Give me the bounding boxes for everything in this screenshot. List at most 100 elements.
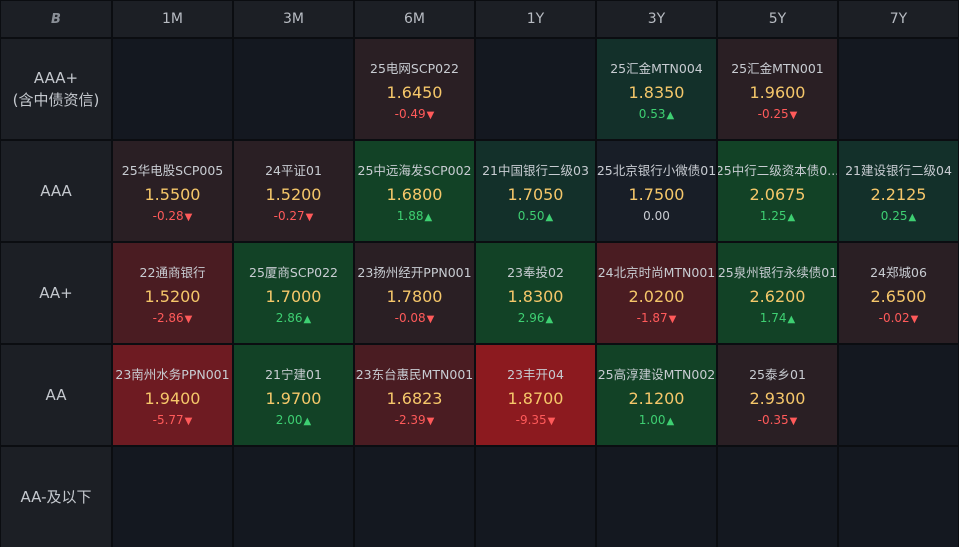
bond-cell[interactable]: 23南州水务PPN001 1.9400 -5.77▼ [113, 345, 232, 445]
bond-name: 25汇金MTN004 [610, 60, 703, 76]
bond-cell[interactable]: 21宁建01 1.9700 2.00▲ [234, 345, 353, 445]
bond-cell[interactable]: 25泉州银行永续债01 2.6200 1.74▲ [718, 243, 837, 343]
arrow-down-icon: ▼ [789, 415, 798, 427]
bond-name: 23奉投02 [507, 264, 564, 280]
arrow-down-icon: ▼ [184, 211, 193, 223]
yield-change-value: 2.00 [275, 412, 303, 427]
arrow-down-icon: ▼ [426, 109, 435, 121]
empty-cell [113, 447, 232, 547]
bond-cell[interactable]: 25北京银行小微债01 1.7500 0.00 [597, 141, 716, 241]
arrow-down-icon: ▼ [547, 415, 556, 427]
yield-change: 2.96▲ [518, 311, 553, 325]
yield-change: -5.77▼ [153, 413, 193, 427]
yield-change: -0.28▼ [153, 209, 193, 223]
column-header-1m[interactable]: 1M [113, 1, 232, 37]
yield-change-value: -2.86 [152, 310, 184, 325]
yield-change-value: 0.53 [638, 106, 666, 121]
yield-change: -0.08▼ [395, 311, 435, 325]
bond-yield: 1.7050 [507, 184, 564, 204]
yield-change-value: -2.39 [394, 412, 426, 427]
arrow-down-icon: ▼ [426, 415, 435, 427]
column-header-1y[interactable]: 1Y [476, 1, 595, 37]
bond-cell[interactable]: 25中行二级资本债0... 2.0675 1.25▲ [718, 141, 837, 241]
bond-name: 23丰开04 [507, 366, 564, 382]
row-label-line: AA+ [39, 284, 73, 302]
column-header-3y[interactable]: 3Y [597, 1, 716, 37]
bond-name: 25高淳建设MTN002 [597, 366, 716, 382]
yield-change: 1.88▲ [397, 209, 432, 223]
row-label: AAA [1, 141, 111, 241]
column-header-3m[interactable]: 3M [234, 1, 353, 37]
yield-change: -0.27▼ [274, 209, 314, 223]
bond-yield: 2.6200 [749, 286, 806, 306]
bond-name: 25厦商SCP022 [249, 264, 338, 280]
yield-change-value: -0.08 [394, 310, 426, 325]
empty-cell [839, 345, 958, 445]
arrow-up-icon: ▲ [545, 313, 554, 325]
bond-name: 21建设银行二级04 [845, 162, 952, 178]
arrow-up-icon: ▲ [787, 313, 796, 325]
bond-yield: 1.6823 [386, 388, 443, 408]
empty-cell [113, 39, 232, 139]
yield-change-value: -1.87 [636, 310, 668, 325]
bond-cell[interactable]: 25汇金MTN001 1.9600 -0.25▼ [718, 39, 837, 139]
bond-cell[interactable]: 21建设银行二级04 2.2125 0.25▲ [839, 141, 958, 241]
yield-change-value: -0.02 [878, 310, 910, 325]
yield-change: 1.25▲ [760, 209, 795, 223]
yield-change-value: -0.27 [273, 208, 305, 223]
yield-change-value: 0.00 [643, 208, 670, 223]
bond-name: 25华电股SCP005 [121, 162, 224, 178]
arrow-up-icon: ▲ [424, 211, 433, 223]
bond-yield: 1.8350 [628, 82, 685, 102]
bond-name: 25泰乡01 [749, 366, 806, 382]
bond-cell[interactable]: 23奉投02 1.8300 2.96▲ [476, 243, 595, 343]
bond-cell[interactable]: 21中国银行二级03 1.7050 0.50▲ [476, 141, 595, 241]
bond-name: 25中远海发SCP002 [357, 162, 472, 178]
bond-cell[interactable]: 25厦商SCP022 1.7000 2.86▲ [234, 243, 353, 343]
yield-change-value: -0.28 [152, 208, 184, 223]
bond-cell[interactable]: 25汇金MTN004 1.8350 0.53▲ [597, 39, 716, 139]
bond-cell[interactable]: 25中远海发SCP002 1.6800 1.88▲ [355, 141, 474, 241]
yield-change: 0.50▲ [518, 209, 553, 223]
yield-change-value: -0.49 [394, 106, 426, 121]
bond-cell[interactable]: 25电网SCP022 1.6450 -0.49▼ [355, 39, 474, 139]
arrow-up-icon: ▲ [303, 415, 312, 427]
row-label-line: AAA+ [33, 69, 79, 87]
logo-icon: B [51, 11, 61, 27]
yield-change: -2.39▼ [395, 413, 435, 427]
bond-cell[interactable]: 24郑城06 2.6500 -0.02▼ [839, 243, 958, 343]
row-label-line: AA-及以下 [20, 488, 92, 506]
bond-cell[interactable]: 25华电股SCP005 1.5500 -0.28▼ [113, 141, 232, 241]
yield-change: 2.86▲ [276, 311, 311, 325]
empty-cell [839, 447, 958, 547]
empty-cell [597, 447, 716, 547]
column-header-6m[interactable]: 6M [355, 1, 474, 37]
bond-yield: 1.5500 [144, 184, 201, 204]
arrow-down-icon: ▼ [184, 415, 193, 427]
row-label: AAA+ (含中债资信) [1, 39, 111, 139]
column-header-7y[interactable]: 7Y [839, 1, 958, 37]
bond-name: 24平证01 [265, 162, 322, 178]
bond-cell[interactable]: 23丰开04 1.8700 -9.35▼ [476, 345, 595, 445]
bond-name: 22通商银行 [139, 264, 206, 280]
bond-name: 25北京银行小微债01 [597, 162, 716, 178]
arrow-down-icon: ▼ [668, 313, 677, 325]
arrow-down-icon: ▼ [184, 313, 193, 325]
arrow-up-icon: ▲ [787, 211, 796, 223]
row-label: AA+ [1, 243, 111, 343]
column-header-5y[interactable]: 5Y [718, 1, 837, 37]
bond-cell[interactable]: 25泰乡01 2.9300 -0.35▼ [718, 345, 837, 445]
bond-cell[interactable]: 24平证01 1.5200 -0.27▼ [234, 141, 353, 241]
yield-change: 1.00▲ [639, 413, 674, 427]
yield-change: -0.25▼ [758, 107, 798, 121]
arrow-up-icon: ▲ [908, 211, 917, 223]
bond-cell[interactable]: 23东台惠民MTN001 1.6823 -2.39▼ [355, 345, 474, 445]
yield-change-value: 1.00 [638, 412, 666, 427]
bond-cell[interactable]: 24北京时尚MTN001 2.0200 -1.87▼ [597, 243, 716, 343]
bond-cell[interactable]: 25高淳建设MTN002 2.1200 1.00▲ [597, 345, 716, 445]
yield-change: -2.86▼ [153, 311, 193, 325]
yield-change: 0.53▲ [639, 107, 674, 121]
arrow-up-icon: ▲ [666, 415, 675, 427]
bond-cell[interactable]: 23扬州经开PPN001 1.7800 -0.08▼ [355, 243, 474, 343]
bond-cell[interactable]: 22通商银行 1.5200 -2.86▼ [113, 243, 232, 343]
